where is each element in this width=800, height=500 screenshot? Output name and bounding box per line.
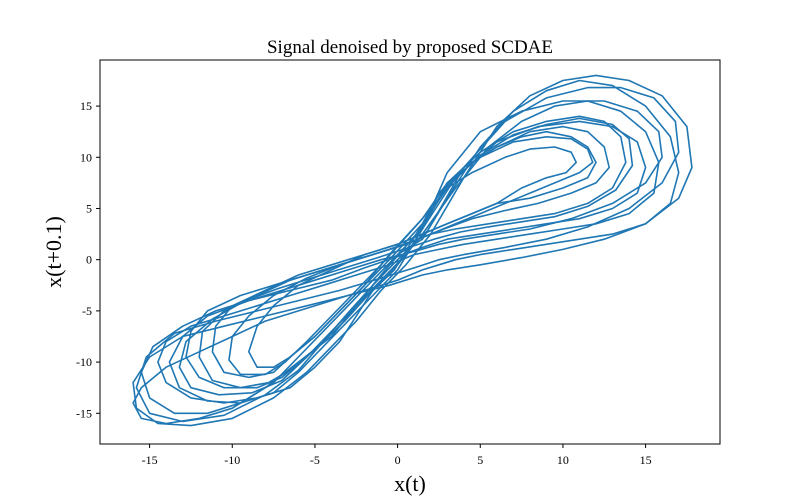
y-tick-label: -5 bbox=[82, 304, 92, 318]
x-tick-label: -10 bbox=[224, 453, 240, 467]
y-tick-label: -10 bbox=[76, 355, 92, 369]
x-tick-label: 10 bbox=[557, 453, 569, 467]
trajectory-line-11 bbox=[135, 86, 680, 423]
y-tick-label: -15 bbox=[76, 406, 92, 420]
trajectory-line-6 bbox=[132, 74, 693, 427]
y-axis-ticks: -15 -10 -5 0 5 10 15 bbox=[76, 99, 100, 420]
x-tick-label: -5 bbox=[310, 453, 320, 467]
x-tick-label: 0 bbox=[395, 453, 401, 467]
y-tick-label: 10 bbox=[80, 150, 92, 164]
y-axis-label: x(t+0.1) bbox=[41, 216, 66, 288]
x-tick-label: -15 bbox=[142, 453, 158, 467]
x-axis-label: x(t) bbox=[394, 471, 426, 496]
y-tick-label: 15 bbox=[80, 99, 92, 113]
series-layer bbox=[132, 74, 693, 427]
trajectory-line-7 bbox=[140, 100, 663, 415]
chart-title: Signal denoised by proposed SCDAE bbox=[267, 37, 553, 58]
trajectory-line-12 bbox=[178, 117, 634, 396]
y-tick-label: 5 bbox=[86, 201, 92, 215]
plot-frame bbox=[99, 59, 721, 445]
x-tick-label: 5 bbox=[477, 453, 483, 467]
x-axis-ticks: -15 -10 -5 0 5 10 15 bbox=[142, 444, 652, 467]
x-tick-label: 15 bbox=[640, 453, 652, 467]
trajectory-line-10 bbox=[228, 136, 594, 376]
y-tick-label: 0 bbox=[86, 253, 92, 267]
